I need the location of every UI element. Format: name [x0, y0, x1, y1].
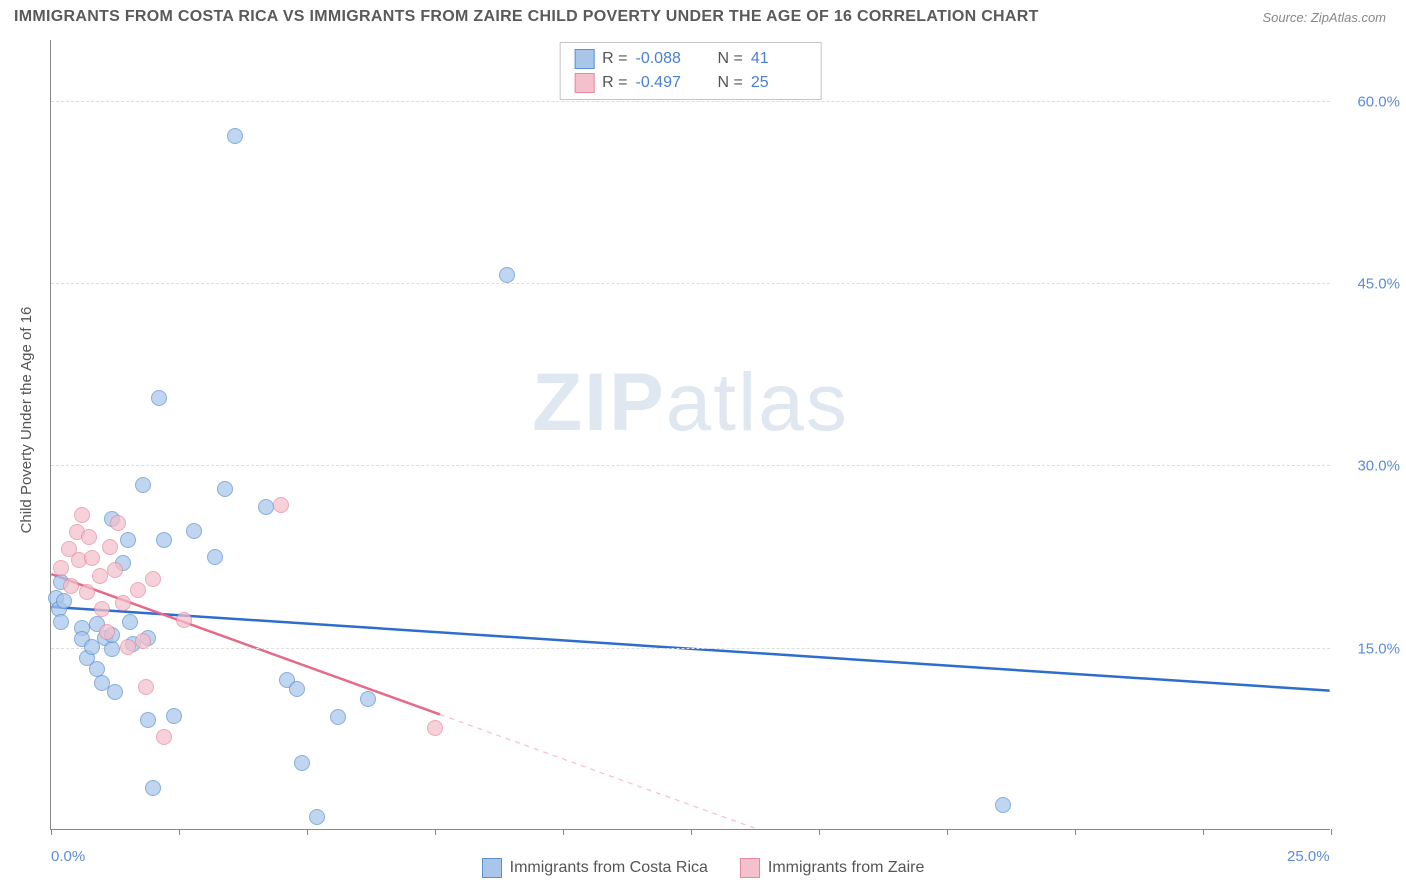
scatter-point-zaire: [53, 560, 69, 576]
scatter-point-zaire: [94, 601, 110, 617]
watermark-atlas: atlas: [666, 357, 849, 448]
bottom-legend: Immigrants from Costa Rica Immigrants fro…: [0, 858, 1406, 883]
legend-item-zaire: Immigrants from Zaire: [740, 858, 924, 878]
scatter-point-costa_rica: [104, 641, 120, 657]
x-tick: [1203, 829, 1204, 835]
scatter-point-costa_rica: [995, 797, 1011, 813]
scatter-point-costa_rica: [151, 390, 167, 406]
stats-r-label: R =: [602, 71, 627, 95]
x-tick: [947, 829, 948, 835]
x-tick: [179, 829, 180, 835]
scatter-point-costa_rica: [227, 128, 243, 144]
scatter-point-costa_rica: [56, 593, 72, 609]
stats-n-label: N =: [718, 47, 743, 71]
legend-swatch-zaire: [740, 858, 760, 878]
gridline-h: 60.0%: [51, 101, 1330, 102]
scatter-point-costa_rica: [330, 709, 346, 725]
y-tick-label: 60.0%: [1340, 93, 1400, 110]
scatter-point-costa_rica: [122, 614, 138, 630]
x-tick: [51, 829, 52, 835]
scatter-point-zaire: [84, 550, 100, 566]
stats-row-costa_rica: R = -0.088 N = 41: [574, 47, 807, 71]
scatter-point-zaire: [110, 515, 126, 531]
gridline-h: 15.0%: [51, 648, 1330, 649]
scatter-point-zaire: [176, 612, 192, 628]
scatter-point-costa_rica: [207, 549, 223, 565]
gridline-h: 45.0%: [51, 283, 1330, 284]
swatch-zaire: [574, 73, 594, 93]
scatter-point-zaire: [99, 624, 115, 640]
scatter-point-zaire: [130, 582, 146, 598]
chart-title: IMMIGRANTS FROM COSTA RICA VS IMMIGRANTS…: [14, 8, 1039, 26]
scatter-point-zaire: [156, 729, 172, 745]
legend-label-costa_rica: Immigrants from Costa Rica: [510, 859, 708, 877]
x-tick: [307, 829, 308, 835]
scatter-point-zaire: [273, 497, 289, 513]
x-tick: [819, 829, 820, 835]
scatter-point-zaire: [81, 529, 97, 545]
swatch-costa_rica: [574, 49, 594, 69]
gridline-h: 30.0%: [51, 465, 1330, 466]
x-tick: [563, 829, 564, 835]
scatter-point-zaire: [120, 639, 136, 655]
scatter-point-zaire: [63, 578, 79, 594]
scatter-point-zaire: [145, 571, 161, 587]
stats-n-label: N =: [718, 71, 743, 95]
scatter-point-costa_rica: [289, 681, 305, 697]
scatter-point-costa_rica: [217, 481, 233, 497]
stats-n-value-costa_rica: 41: [751, 47, 807, 71]
scatter-point-costa_rica: [258, 499, 274, 515]
source-credit: Source: ZipAtlas.com: [1262, 10, 1386, 25]
scatter-point-zaire: [74, 507, 90, 523]
x-tick: [1331, 829, 1332, 835]
plot-area: ZIPatlas R = -0.088 N = 41 R = -0.497 N = 25 15…: [50, 40, 1330, 830]
y-axis-label: Child Poverty Under the Age of 16: [18, 307, 35, 534]
scatter-point-zaire: [427, 720, 443, 736]
scatter-point-costa_rica: [499, 267, 515, 283]
legend-item-costa_rica: Immigrants from Costa Rica: [482, 858, 708, 878]
regression-line-dashed-zaire: [440, 714, 757, 829]
scatter-point-costa_rica: [166, 708, 182, 724]
stats-r-label: R =: [602, 47, 627, 71]
x-tick: [1075, 829, 1076, 835]
x-tick: [435, 829, 436, 835]
scatter-point-zaire: [115, 595, 131, 611]
regression-lines-layer: [51, 40, 1330, 829]
scatter-point-costa_rica: [53, 614, 69, 630]
watermark-zip: ZIP: [532, 357, 666, 448]
scatter-point-zaire: [138, 679, 154, 695]
scatter-point-costa_rica: [309, 809, 325, 825]
scatter-point-costa_rica: [145, 780, 161, 796]
scatter-point-zaire: [79, 584, 95, 600]
y-tick-label: 30.0%: [1340, 458, 1400, 475]
stats-n-value-zaire: 25: [751, 71, 807, 95]
scatter-point-costa_rica: [360, 691, 376, 707]
regression-line-costa_rica: [51, 607, 1329, 691]
y-tick-label: 15.0%: [1340, 640, 1400, 657]
stats-r-value-costa_rica: -0.088: [636, 47, 692, 71]
scatter-point-costa_rica: [156, 532, 172, 548]
watermark: ZIPatlas: [532, 356, 849, 450]
stats-row-zaire: R = -0.497 N = 25: [574, 71, 807, 95]
scatter-point-zaire: [102, 539, 118, 555]
scatter-point-costa_rica: [140, 712, 156, 728]
scatter-point-zaire: [135, 633, 151, 649]
scatter-point-zaire: [92, 568, 108, 584]
scatter-point-costa_rica: [294, 755, 310, 771]
y-tick-label: 45.0%: [1340, 276, 1400, 293]
scatter-point-costa_rica: [135, 477, 151, 493]
stats-r-value-zaire: -0.497: [636, 71, 692, 95]
scatter-point-zaire: [107, 562, 123, 578]
stats-legend-box: R = -0.088 N = 41 R = -0.497 N = 25: [559, 42, 822, 100]
legend-label-zaire: Immigrants from Zaire: [768, 859, 924, 877]
scatter-point-costa_rica: [120, 532, 136, 548]
scatter-point-costa_rica: [107, 684, 123, 700]
legend-swatch-costa_rica: [482, 858, 502, 878]
scatter-point-costa_rica: [186, 523, 202, 539]
x-tick: [691, 829, 692, 835]
